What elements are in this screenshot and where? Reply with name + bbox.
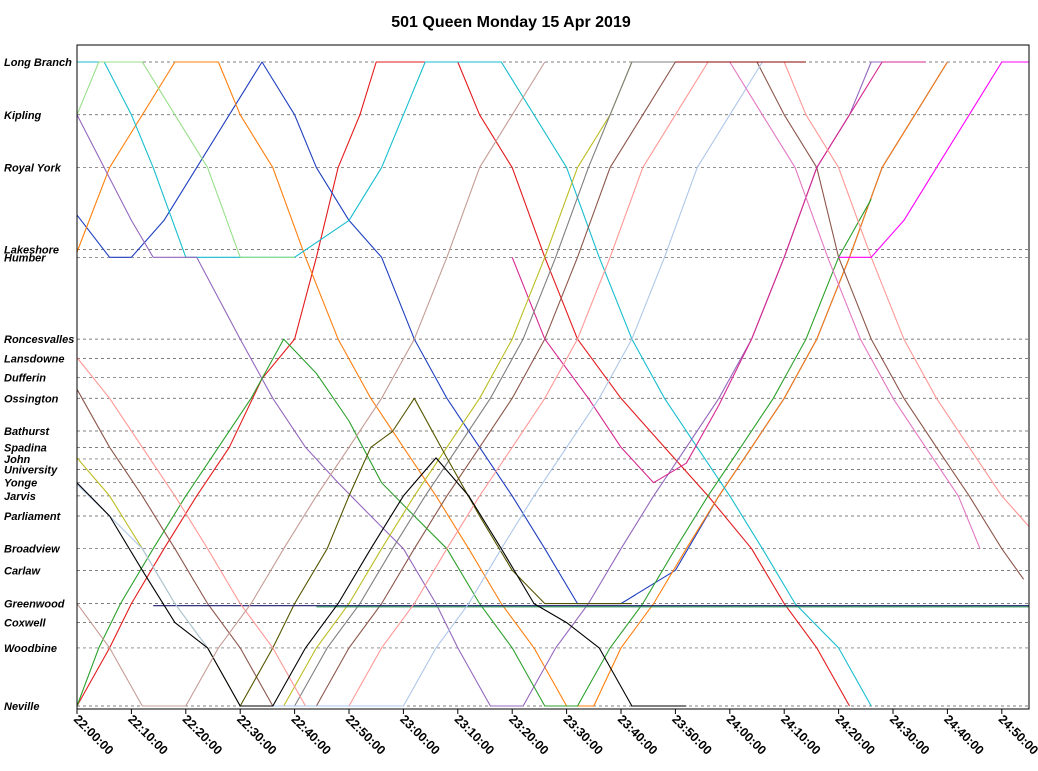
x-tick-label: 23:20:00 <box>506 712 551 757</box>
x-tick-label: 22:30:00 <box>234 712 279 757</box>
x-tick-label: 23:40:00 <box>615 712 660 757</box>
x-tick-label: 23:00:00 <box>397 712 442 757</box>
x-tick-label: 22:10:00 <box>125 712 170 757</box>
x-tick-label: 24:30:00 <box>887 712 932 757</box>
station-label: Neville <box>4 701 39 713</box>
trip-line <box>838 61 1029 258</box>
station-label: Royal York <box>4 163 62 175</box>
x-tick-label: 22:00:00 <box>71 712 116 757</box>
station-label: Long Branch <box>4 57 72 69</box>
time-axis-tick-labels: 22:00:00 22:10:00 22:20:00 22:30:00 22:40:00… <box>71 709 1038 758</box>
station-label: Coxwell <box>4 618 47 630</box>
station-label: Lansdowne <box>4 354 65 366</box>
station-label: Jarvis <box>4 491 36 503</box>
x-tick-label: 23:30:00 <box>560 712 605 757</box>
trip-line <box>76 61 850 707</box>
station-label: John <box>4 454 31 466</box>
trip-line <box>76 61 1030 707</box>
x-tick-label: 22:20:00 <box>180 712 225 757</box>
trip-line <box>76 198 872 707</box>
station-label: Kipling <box>4 110 42 122</box>
x-tick-label: 22:40:00 <box>288 712 333 757</box>
x-tick-label: 23:50:00 <box>669 712 714 757</box>
station-label: Woodbine <box>4 643 57 655</box>
station-label: Yonge <box>4 478 37 490</box>
station-label: Bathurst <box>4 426 51 438</box>
station-label: Spadina <box>4 442 47 454</box>
trip-line <box>294 61 708 707</box>
trip-line <box>76 61 698 707</box>
trip-line <box>77 61 872 707</box>
plot-area-border <box>76 44 1030 710</box>
station-label: Ossington <box>4 393 59 405</box>
trip-line <box>76 61 295 258</box>
x-tick-label: 24:20:00 <box>832 712 877 757</box>
station-label: University <box>4 465 58 477</box>
station-label: Humber <box>4 252 46 264</box>
x-tick-label: 24:40:00 <box>941 712 986 757</box>
trip-line <box>729 61 981 549</box>
trip-line <box>76 61 1025 707</box>
trip-line <box>76 61 948 707</box>
x-tick-label: 24:00:00 <box>724 712 769 757</box>
trip-line <box>76 61 546 707</box>
x-tick-label: 22:50:00 <box>343 712 388 757</box>
station-gridlines <box>77 61 1029 707</box>
station-label: Parliament <box>4 511 62 523</box>
x-tick-label: 24:10:00 <box>778 712 823 757</box>
station-label: Greenwood <box>4 599 65 611</box>
x-tick-label: 23:10:00 <box>452 712 497 757</box>
trip-line <box>511 61 926 484</box>
trip-line <box>76 457 687 707</box>
station-label: Broadview <box>4 544 61 556</box>
trip-series <box>76 61 1030 707</box>
station-label: Carlaw <box>4 565 42 577</box>
station-labels: Long Branch Kipling Royal York LakeshoreHum… <box>4 57 74 713</box>
x-tick-label: 24:50:00 <box>996 712 1038 757</box>
chart-title: 501 Queen Monday 15 Apr 2019 <box>391 14 631 31</box>
station-label: Dufferin <box>4 373 46 385</box>
station-label: Lakeshore <box>4 244 59 256</box>
trip-line <box>76 61 948 605</box>
trip-line <box>76 61 763 707</box>
trip-line <box>239 397 632 707</box>
station-label: Roncesvalles <box>4 334 74 346</box>
